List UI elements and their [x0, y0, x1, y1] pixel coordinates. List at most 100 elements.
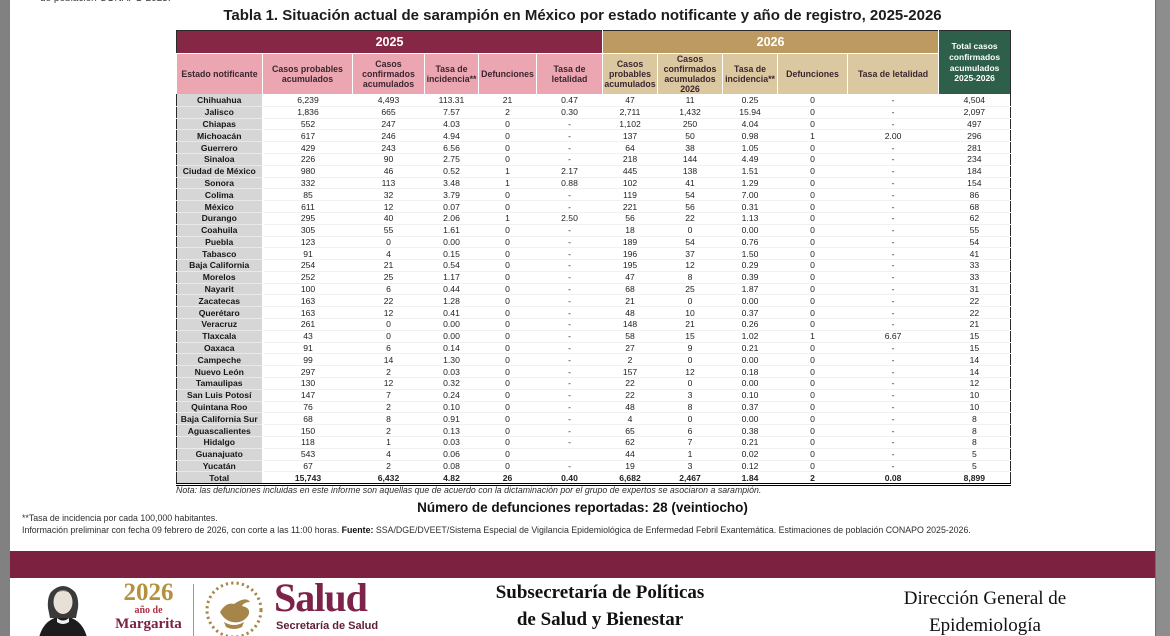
value-cell: 0.00 — [722, 224, 778, 237]
value-cell: 15 — [657, 330, 723, 343]
value-cell: 2.50 — [536, 212, 603, 225]
table-row: Tlaxcala 43 0 0.00 0-58 15 1.02 1 6.67 15 — [176, 330, 1011, 343]
value-cell: 0 — [777, 247, 848, 261]
state-cell: Veracruz — [176, 318, 264, 331]
value-cell: 1.51 — [722, 165, 778, 178]
value-cell: 0 — [478, 353, 537, 367]
viewer-right-scrollbar[interactable] — [1155, 0, 1170, 636]
state-cell: Tamaulipas — [176, 377, 264, 390]
value-cell: 0 — [478, 118, 537, 131]
value-cell: - — [847, 342, 939, 355]
value-cell: 44 — [602, 448, 658, 461]
value-cell: - — [847, 177, 939, 190]
table-row: Tabasco 91 4 0.15 0-196 37 1.50 0-41 — [176, 247, 1011, 261]
value-cell: 43 — [262, 330, 353, 343]
value-cell: 0.29 — [722, 259, 778, 272]
value-cell: 33 — [938, 271, 1011, 284]
value-cell: - — [536, 188, 603, 202]
value-cell: 5 — [938, 460, 1011, 473]
value-cell: 1.05 — [722, 141, 778, 154]
state-cell: Querétaro — [176, 306, 264, 320]
value-cell: 0 — [777, 401, 848, 414]
value-cell: 91 — [262, 342, 353, 355]
table-row: Sinaloa 226 90 2.75 0-218 144 4.49 0-234 — [176, 153, 1011, 166]
value-cell: 0 — [352, 318, 425, 331]
state-cell: Total — [176, 471, 264, 487]
value-cell: - — [847, 436, 939, 449]
value-cell: 261 — [262, 318, 353, 331]
value-cell: - — [536, 153, 603, 166]
value-cell: 25 — [352, 271, 425, 284]
value-cell: 0 — [777, 377, 848, 390]
value-cell: 33 — [938, 259, 1011, 272]
value-cell: 11 — [657, 94, 723, 107]
value-cell: - — [536, 247, 603, 261]
state-cell: Colima — [176, 188, 264, 202]
measles-table: 2025 2026 Total casos confirmados acumul… — [176, 30, 1012, 487]
table-row: Puebla 123 0 0.00 0-189 54 0.76 0-54 — [176, 236, 1011, 249]
value-cell: 2,467 — [657, 471, 723, 487]
col-2025-tasa-incidencia: Tasa de incidencia** — [424, 53, 479, 95]
table-row: Querétaro 163 12 0.41 0-48 10 0.37 0-22 — [176, 306, 1011, 320]
value-cell: 305 — [262, 224, 353, 237]
value-cell: 0 — [478, 188, 537, 202]
table-row: Michoacán 617 246 4.94 0-137 50 0.98 1 2.00 296 — [176, 129, 1011, 143]
value-cell: 0 — [657, 353, 723, 367]
value-cell: - — [847, 306, 939, 320]
value-cell: 246 — [352, 129, 425, 143]
value-cell: 68 — [938, 200, 1011, 213]
value-cell: 21 — [938, 318, 1011, 331]
value-cell: 0 — [777, 318, 848, 331]
table-row: Tamaulipas 130 12 0.32 0-22 0 0.00 0-12 — [176, 377, 1011, 390]
value-cell: - — [847, 259, 939, 272]
col-2026-casos-probables: Casos probables acumulados — [602, 53, 658, 95]
value-cell: 243 — [352, 141, 425, 154]
preliminary-info-text: Información preliminar con fecha 09 febr… — [22, 525, 340, 535]
value-cell: 3.48 — [424, 177, 479, 190]
value-cell: 0 — [777, 188, 848, 202]
previous-page-clipped-text: de población CONAPO 2025. — [40, 0, 171, 4]
value-cell: 2 — [602, 353, 658, 367]
col-2026-casos-confirmados: Casos confirmados acumulados 2026 — [657, 53, 723, 95]
direccion-general-title: Dirección General de Epidemiología — [820, 586, 1150, 636]
value-cell: 4.94 — [424, 129, 479, 143]
value-cell: 0.21 — [722, 342, 778, 355]
value-cell: 1.28 — [424, 294, 479, 308]
value-cell: - — [536, 118, 603, 131]
value-cell: 6 — [657, 424, 723, 438]
value-cell: 195 — [602, 259, 658, 272]
value-cell: 0.00 — [722, 353, 778, 367]
table-row: Nuevo León 297 2 0.03 0-157 12 0.18 0-14 — [176, 365, 1011, 379]
value-cell: 99 — [262, 353, 353, 367]
value-cell: 0 — [657, 224, 723, 237]
value-cell: 21 — [602, 294, 658, 308]
value-cell: 0.21 — [722, 436, 778, 449]
value-cell: - — [536, 224, 603, 237]
year-header-row: 2025 2026 Total casos confirmados acumul… — [176, 30, 1011, 95]
value-cell: 0.52 — [424, 165, 479, 178]
table-row: Nayarit 100 6 0.44 0-68 25 1.87 0-31 — [176, 283, 1011, 296]
value-cell: 0 — [657, 412, 723, 426]
campaign-year-sub: año de — [134, 605, 163, 616]
value-cell: - — [536, 401, 603, 414]
value-cell: 21 — [478, 94, 537, 107]
value-cell: 22 — [938, 306, 1011, 320]
value-cell: - — [847, 141, 939, 154]
value-cell: - — [847, 153, 939, 166]
value-cell: 1.13 — [722, 212, 778, 225]
measles-table-wrapper: 2025 2026 Total casos confirmados acumul… — [176, 30, 1012, 487]
table-row: San Luis Potosí 147 7 0.24 0-22 3 0.10 0-10 — [176, 389, 1011, 402]
value-cell: 0 — [478, 330, 537, 343]
value-cell: 15 — [938, 342, 1011, 355]
value-cell: - — [536, 460, 603, 473]
value-cell: 0 — [657, 377, 723, 390]
value-cell: 157 — [602, 365, 658, 379]
value-cell: 0.31 — [722, 200, 778, 213]
value-cell: 0.39 — [722, 271, 778, 284]
value-cell: 2.75 — [424, 153, 479, 166]
value-cell: 0 — [478, 389, 537, 402]
state-cell: Morelos — [176, 271, 264, 284]
value-cell: 3.79 — [424, 188, 479, 202]
col-estado-notificante: Estado notificante — [176, 53, 263, 95]
value-cell: 2 — [478, 106, 537, 119]
